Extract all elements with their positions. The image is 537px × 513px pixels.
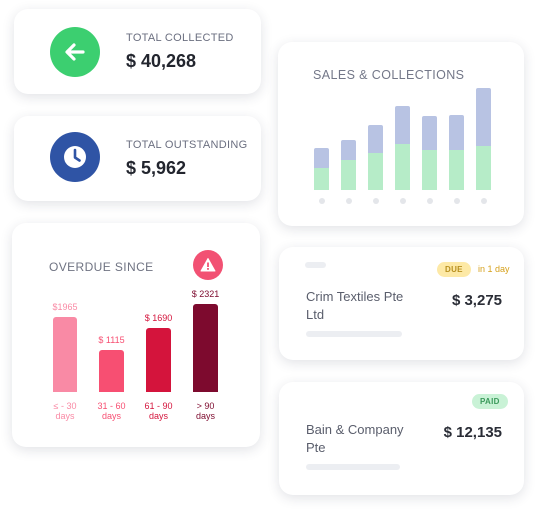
x-axis-dot: [399, 198, 406, 204]
overdue-category-label: > 90 days: [195, 401, 215, 421]
collections-segment: [368, 153, 383, 190]
invoice-amount: $ 3,275: [451, 292, 502, 309]
overdue-bar[interactable]: [99, 349, 124, 392]
arrow-left-icon: [50, 27, 100, 77]
overdue-title: OVERDUE SINCE: [49, 260, 154, 274]
total-outstanding-label: TOTAL OUTSTANDING: [126, 139, 248, 151]
collections-segment: [449, 150, 464, 190]
invoice-card-bain-company[interactable]: PAID Bain & Company Pte $ 12,135: [279, 382, 524, 495]
sales-collections-column[interactable]: [395, 106, 410, 190]
sales-segment: [449, 115, 464, 150]
overdue-category-label: ≤ - 30 days: [53, 401, 77, 421]
overdue-value-label: $1965: [52, 302, 78, 313]
sales-collections-column[interactable]: [368, 125, 383, 190]
total-collected-label: TOTAL COLLECTED: [126, 32, 234, 44]
x-axis-dot: [453, 198, 460, 204]
overdue-bar[interactable]: [53, 317, 77, 392]
placeholder-line: [306, 331, 402, 337]
x-axis-dot: [426, 198, 433, 204]
x-axis-dot: [345, 198, 352, 204]
collections-segment: [314, 168, 329, 190]
x-axis-dot: [318, 198, 325, 204]
invoice-card-crim-textiles[interactable]: DUE in 1 day Crim Textiles Pte Ltd $ 3,2…: [279, 247, 524, 360]
invoice-amount: $ 12,135: [443, 424, 502, 441]
collections-segment: [395, 144, 410, 190]
status-badge: DUE: [437, 262, 471, 277]
overdue-value-label: $ 1115: [98, 334, 125, 345]
sales-collections-column[interactable]: [341, 140, 356, 190]
overdue-bar[interactable]: [146, 327, 171, 392]
sales-segment: [476, 88, 491, 146]
placeholder-line: [306, 464, 400, 470]
sales-collections-title: SALES & COLLECTIONS: [313, 68, 465, 82]
collections-segment: [422, 150, 437, 190]
overdue-value-label: $ 1690: [144, 312, 173, 323]
x-axis-dot: [372, 198, 379, 204]
invoice-client-name: Bain & Company Pte: [306, 422, 404, 455]
sales-segment: [341, 140, 356, 160]
sales-segment: [422, 116, 437, 150]
warning-icon[interactable]: [193, 250, 223, 280]
collections-segment: [341, 160, 356, 190]
sales-segment: [314, 148, 329, 168]
sales-collections-column[interactable]: [422, 116, 437, 190]
total-outstanding-card[interactable]: TOTAL OUTSTANDING $ 5,962: [14, 116, 261, 201]
invoice-client-name: Crim Textiles Pte Ltd: [306, 289, 404, 322]
total-collected-card[interactable]: TOTAL COLLECTED $ 40,268: [14, 9, 261, 94]
sales-collections-column[interactable]: [476, 88, 491, 190]
overdue-category-label: 61 - 90 days: [144, 401, 173, 421]
sales-collections-column[interactable]: [449, 115, 464, 190]
sales-collections-card[interactable]: SALES & COLLECTIONS: [278, 42, 524, 226]
sales-segment: [395, 106, 410, 144]
total-outstanding-value: $ 5,962: [126, 158, 187, 178]
sales-segment: [368, 125, 383, 153]
collections-segment: [476, 146, 491, 190]
sales-collections-column[interactable]: [314, 148, 329, 190]
overdue-since-card[interactable]: OVERDUE SINCE $1965 ≤ - 30 days $ 1115 31 - …: [12, 223, 260, 447]
status-badge: PAID: [472, 394, 508, 409]
overdue-bar[interactable]: [193, 303, 218, 392]
total-collected-value: $ 40,268: [126, 51, 197, 71]
overdue-category-label: 31 - 60 days: [97, 401, 126, 421]
clock-icon: [50, 132, 100, 182]
placeholder-line: [305, 262, 326, 268]
overdue-value-label: $ 2321: [191, 288, 220, 299]
due-note: in 1 day: [478, 264, 510, 274]
x-axis-dot: [480, 198, 487, 204]
